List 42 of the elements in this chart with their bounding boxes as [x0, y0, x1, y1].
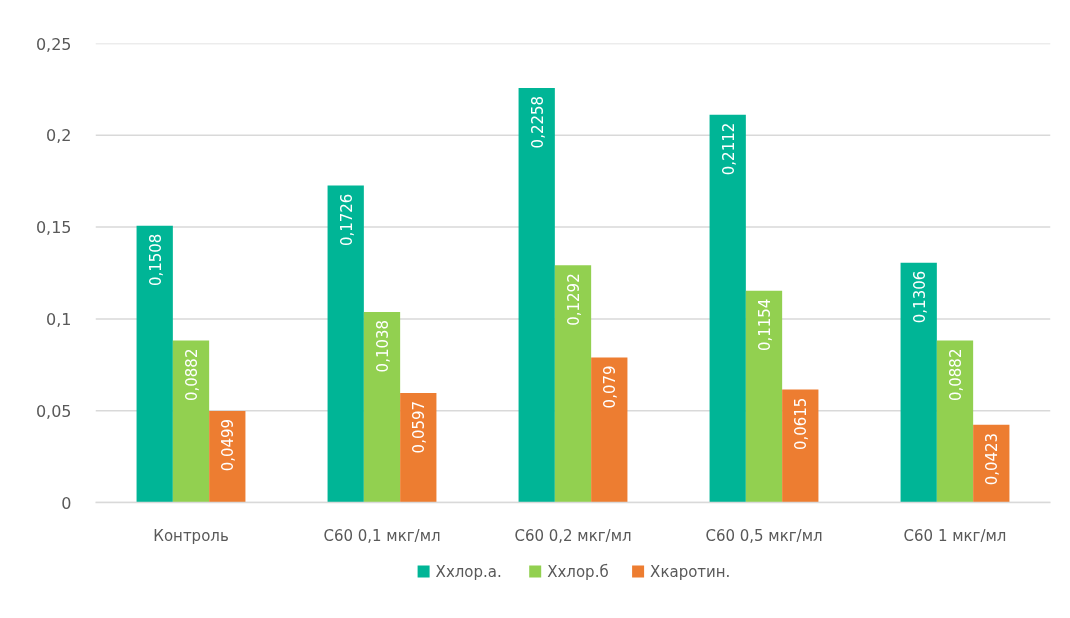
x-tick-label: C60 0,5 мкг/мл	[705, 526, 823, 545]
data-label: 0,1306	[910, 270, 929, 324]
y-tick-label: 0,15	[35, 218, 72, 238]
bar	[400, 392, 437, 503]
x-tick-label: Контроль	[153, 526, 229, 545]
data-label: 0,0499	[219, 418, 238, 472]
bar	[554, 265, 592, 503]
bar	[936, 340, 974, 503]
data-label: 0,1038	[374, 319, 392, 373]
data-label: 0,079	[601, 365, 620, 409]
data-label: 0,1726	[337, 193, 356, 247]
y-tick-label: 0,25	[35, 34, 72, 54]
x-tick-label: C60 0,1 мкг/мл	[323, 526, 441, 545]
x-tick-label: C60 0,2 мкг/мл	[514, 526, 632, 545]
y-tick-label: 0,1	[46, 309, 72, 329]
bar	[900, 262, 937, 503]
data-label: 0,2112	[719, 122, 738, 176]
data-label: 0,1508	[146, 233, 165, 287]
legend-label: Ххлор.а.	[435, 562, 502, 581]
data-label: 0,1292	[565, 273, 583, 326]
data-label: 0,0882	[183, 348, 201, 402]
bar	[518, 87, 555, 503]
bar	[591, 357, 628, 503]
data-label: 0,0615	[792, 397, 811, 451]
data-label: 0,1154	[756, 298, 774, 352]
bar	[782, 389, 819, 503]
bar	[136, 225, 173, 503]
data-label: 0,2258	[528, 95, 547, 149]
y-tick-label: 0,05	[35, 401, 72, 421]
bar	[709, 114, 746, 503]
legend-label: Ххлор.б	[547, 562, 609, 581]
y-tick-label: 0	[61, 493, 72, 513]
legend-label: Хкаротин.	[650, 562, 731, 581]
bar	[327, 185, 364, 503]
bar	[745, 290, 783, 503]
data-label: 0,0882	[947, 348, 965, 402]
data-label: 0,0423	[983, 432, 1002, 486]
bar	[363, 311, 401, 503]
x-tick-label: C60 1 мкг/мл	[903, 526, 1007, 545]
data-label: 0,0597	[410, 400, 429, 454]
bar	[172, 340, 210, 503]
y-tick-label: 0,2	[46, 126, 72, 146]
